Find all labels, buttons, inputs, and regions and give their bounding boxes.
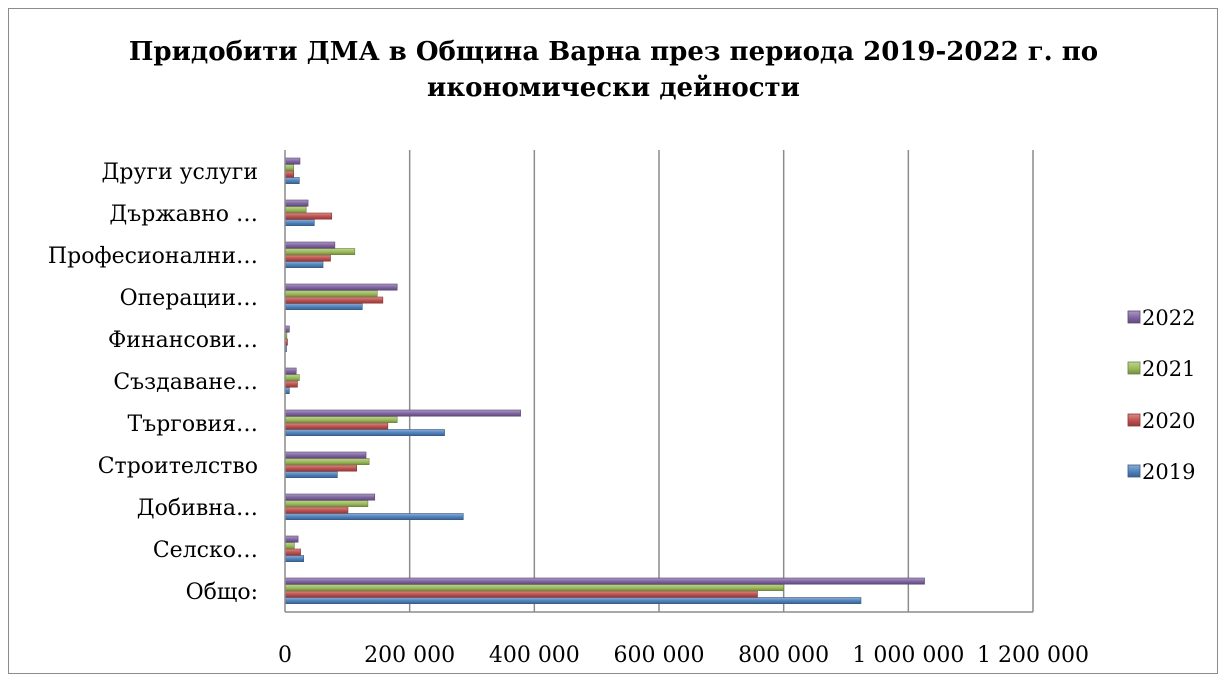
bar-2020-8 [284,254,331,262]
bar-2019-7 [284,303,363,310]
category-label: Добивна… [137,496,258,521]
bar-2021-7 [284,290,378,297]
bar-2022-7 [284,283,398,291]
x-tick-label: 200 000 [364,643,455,668]
category-label: Други услуги [102,160,258,185]
bar-2019-4 [284,429,445,436]
legend-swatch-2021 [1127,361,1141,375]
bar-2019-3 [284,471,338,478]
grid-lines [408,150,1034,612]
bar-2022-5 [284,367,297,375]
category-label: Строителство [98,454,258,479]
bar-2021-2 [284,500,369,507]
bar-2022-9 [284,199,309,207]
legend-swatch-2020 [1127,413,1141,427]
x-tick-label: 1 200 000 [977,643,1089,668]
bar-2022-2 [284,493,376,501]
x-tick-label: 400 000 [489,643,580,668]
chart-title-line1: Придобити ДМА в Община Варна през период… [128,37,1099,67]
x-tick-labels: 0 200 000 400 000 600 000 800 000 1 000 000 1 … [278,643,1089,668]
category-label: Операции… [120,286,258,311]
bar-2021-9 [284,206,307,213]
bar-2021-0 [284,584,784,591]
x-tick-label: 0 [278,643,292,668]
bar-2020-2 [284,506,349,514]
legend-label-2020: 2020 [1142,409,1195,433]
bar-2022-10 [284,157,301,165]
bar-2021-10 [284,164,295,171]
bar-2020-3 [284,464,357,472]
category-label: Общо: [186,580,258,605]
legend: 2022 2021 2020 2019 [1127,306,1195,484]
category-labels: Общо: Селско… Добивна… Строителство Търговия… [48,160,258,605]
x-tick-label: 600 000 [614,643,705,668]
bar-2021-8 [284,248,356,255]
legend-label-2021: 2021 [1142,357,1195,381]
bar-2021-5 [284,374,300,381]
bar-2019-9 [284,219,315,226]
legend-swatch-2022 [1127,310,1141,324]
bar-2020-0 [284,590,758,598]
bar-2020-5 [284,380,298,388]
x-tick-label: 800 000 [738,643,829,668]
bar-2020-4 [284,422,389,430]
bar-2019-8 [284,261,324,268]
bar-2021-4 [284,416,398,423]
chart-frame [8,8,1218,674]
bar-2020-9 [284,212,333,220]
bar-2022-1 [284,535,299,543]
category-label: Търговия… [128,412,258,437]
category-label: Държавно … [109,202,258,227]
axes [284,150,1033,613]
category-label: Селско… [153,538,258,563]
category-label: Професионални… [48,244,258,269]
bar-2019-0 [284,597,862,604]
legend-label-2022: 2022 [1142,306,1195,330]
chart-title-line2: икономически дейности [427,73,800,103]
category-label: Създаване… [113,370,258,395]
bar-2020-10 [284,170,295,178]
x-tick-label: 1 000 000 [852,643,964,668]
legend-swatch-2019 [1127,464,1141,478]
bar-2022-8 [284,241,336,249]
bar-2020-1 [284,548,301,556]
bar-2022-4 [284,409,521,417]
legend-label-2019: 2019 [1142,460,1195,484]
bar-2019-10 [284,177,300,184]
bar-2021-3 [284,458,370,465]
bar-2022-0 [284,577,925,585]
category-label: Финансови… [108,328,258,353]
bar-2019-1 [284,555,305,562]
bar-2022-3 [284,451,367,459]
bar-2019-2 [284,513,464,520]
chart-title: Придобити ДМА в Община Варна през период… [0,34,1227,106]
bar-2021-1 [284,542,295,549]
bars [284,157,925,604]
bar-2020-7 [284,296,384,304]
